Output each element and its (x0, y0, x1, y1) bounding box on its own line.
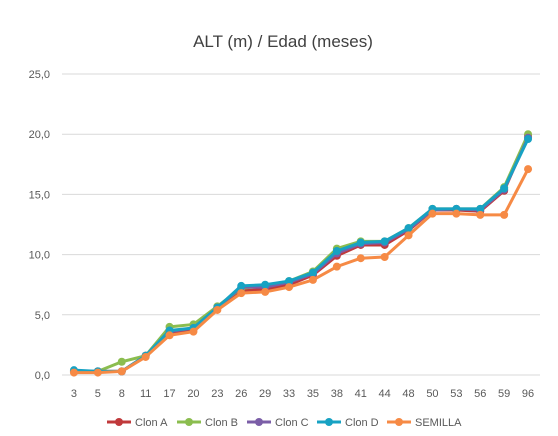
x-tick-label: 38 (331, 388, 343, 400)
data-point (285, 283, 294, 292)
x-tick-label: 53 (450, 388, 462, 400)
y-tick-label: 25,0 (29, 69, 50, 81)
data-point (524, 165, 533, 174)
y-tick-label: 20,0 (29, 129, 50, 141)
x-tick-label: 23 (211, 388, 223, 400)
data-point (356, 238, 365, 247)
series-clon-a (69, 131, 533, 376)
data-point (261, 287, 270, 296)
legend-swatch-marker (185, 418, 193, 426)
x-tick-label: 5 (95, 388, 101, 400)
legend-label: Clon A (135, 417, 168, 429)
legend: Clon A Clon B Clon C Clon D SEMILLA (107, 417, 462, 429)
data-point (404, 231, 413, 240)
legend-label: Clon C (275, 417, 309, 429)
data-point (476, 210, 485, 219)
data-point (500, 184, 509, 193)
legend-swatch-marker (255, 418, 263, 426)
data-point (308, 275, 317, 284)
data-point (93, 368, 102, 377)
series-clon-b (69, 130, 533, 376)
data-point (117, 367, 126, 376)
x-tick-label: 17 (163, 388, 175, 400)
data-point (189, 327, 198, 336)
x-tick-label: 50 (426, 388, 438, 400)
series-clon-d (69, 135, 533, 376)
legend-item: Clon A (107, 417, 168, 429)
x-tick-label: 33 (283, 388, 295, 400)
series-line (73, 133, 530, 373)
legend-item: SEMILLA (387, 417, 462, 429)
data-point (117, 357, 126, 366)
data-point (261, 280, 270, 289)
data-point (141, 352, 150, 361)
legend-item: Clon D (317, 417, 379, 429)
x-axis-ticks: 3 5 8 11 17 20 23 26 29 33 35 38 41 44 48 50 53 56 59 96 (71, 388, 534, 400)
data-point (380, 253, 389, 262)
gridlines (62, 73, 540, 376)
y-tick-label: 15,0 (29, 189, 50, 201)
x-tick-label: 26 (235, 388, 247, 400)
series-semilla (69, 165, 533, 377)
legend-swatch-marker (395, 418, 403, 426)
data-point (476, 204, 485, 213)
data-point (237, 289, 246, 298)
data-point (356, 254, 365, 263)
series-group (69, 130, 533, 377)
x-tick-label: 59 (498, 388, 510, 400)
x-tick-label: 35 (307, 388, 319, 400)
legend-label: Clon D (345, 417, 379, 429)
x-tick-label: 29 (259, 388, 271, 400)
x-tick-label: 8 (119, 388, 125, 400)
x-tick-label: 96 (522, 388, 534, 400)
data-point (237, 281, 246, 290)
y-tick-label: 10,0 (29, 250, 50, 262)
data-point (285, 277, 294, 286)
legend-item: Clon C (247, 417, 309, 429)
data-point (69, 368, 78, 377)
x-tick-label: 3 (71, 388, 77, 400)
legend-swatch-marker (325, 418, 333, 426)
data-point (165, 331, 174, 340)
y-tick-label: 5,0 (35, 310, 50, 322)
x-tick-label: 20 (187, 388, 199, 400)
x-tick-label: 41 (355, 388, 367, 400)
y-axis-ticks: 0,0 5,0 10,0 15,0 20,0 25,0 (29, 69, 50, 382)
legend-label: Clon B (205, 417, 238, 429)
legend-swatch-marker (115, 418, 123, 426)
x-tick-label: 44 (379, 388, 391, 400)
data-point (428, 209, 437, 218)
data-point (308, 268, 317, 277)
data-point (332, 262, 341, 271)
x-tick-label: 11 (140, 388, 151, 400)
series-line (73, 134, 530, 373)
x-tick-label: 56 (474, 388, 486, 400)
series-line (73, 138, 530, 373)
chart-title: ALT (m) / Edad (meses) (193, 32, 373, 51)
data-point (380, 237, 389, 246)
data-point (332, 246, 341, 255)
data-point (452, 209, 461, 218)
legend-item: Clon B (177, 417, 238, 429)
legend-label: SEMILLA (415, 417, 462, 429)
data-point (500, 210, 509, 219)
data-point (404, 224, 413, 233)
data-point (213, 305, 222, 314)
series-line (73, 168, 530, 375)
data-point (524, 135, 533, 144)
x-tick-label: 48 (402, 388, 414, 400)
y-tick-label: 0,0 (35, 370, 50, 382)
